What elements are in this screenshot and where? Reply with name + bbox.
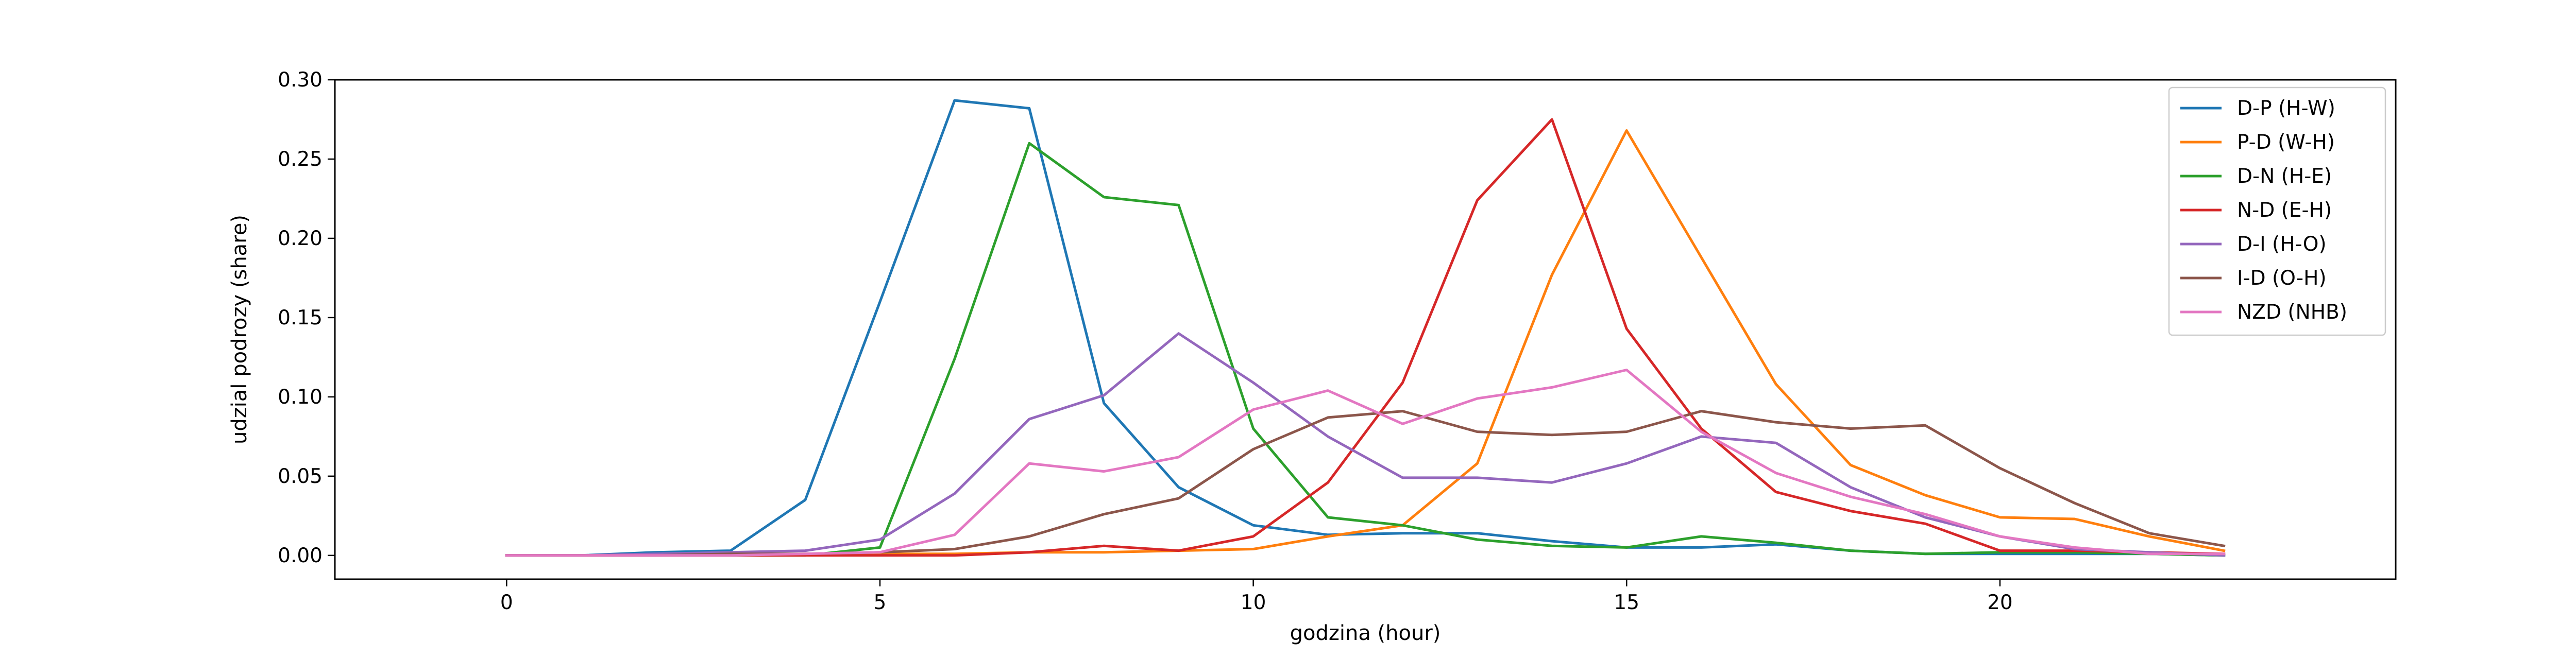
legend-label: I-D (O-H) [2237, 267, 2327, 290]
x-axis: 0 5 10 15 20 [500, 579, 2013, 614]
y-tick-label: 0.20 [278, 227, 323, 250]
y-tick-label: 0.05 [278, 465, 323, 488]
legend-label: D-P (H-W) [2237, 97, 2335, 120]
legend-label: D-I (H-O) [2237, 233, 2327, 256]
x-tick-label: 10 [1241, 591, 1266, 614]
y-tick-label: 0.15 [278, 306, 323, 330]
plot-frame [334, 79, 2397, 580]
y-tick-label: 0.30 [278, 68, 323, 92]
x-tick-label: 5 [874, 591, 887, 614]
y-tick-label: 0.10 [278, 386, 323, 409]
x-tick-label: 20 [1987, 591, 2013, 614]
y-tick-label: 0.25 [278, 148, 323, 171]
legend-box [2168, 86, 2386, 336]
y-axis: 0.00 0.05 0.10 0.15 0.20 0.25 0.30 [278, 68, 335, 567]
series-line-5 [505, 332, 2226, 557]
y-tick-label: 0.00 [278, 544, 323, 567]
series-line-7 [505, 369, 2226, 557]
legend-label: P-D (W-H) [2237, 131, 2335, 154]
x-tick-label: 0 [500, 591, 513, 614]
legend-label: N-D (E-H) [2237, 199, 2332, 222]
legend-label: D-N (H-E) [2237, 165, 2332, 188]
legend: D-P (H-W) P-D (W-H) D-N (H-E) N-D (E-H) D-I … [2168, 86, 2386, 336]
series-line-4 [505, 118, 2226, 557]
x-axis-label: godzina (hour) [1290, 621, 1441, 645]
y-axis-label: udzial podrozy (share) [228, 215, 251, 444]
x-tick-label: 15 [1614, 591, 1639, 614]
legend-label: NZD (NHB) [2237, 301, 2347, 324]
series-lines [505, 99, 2226, 557]
